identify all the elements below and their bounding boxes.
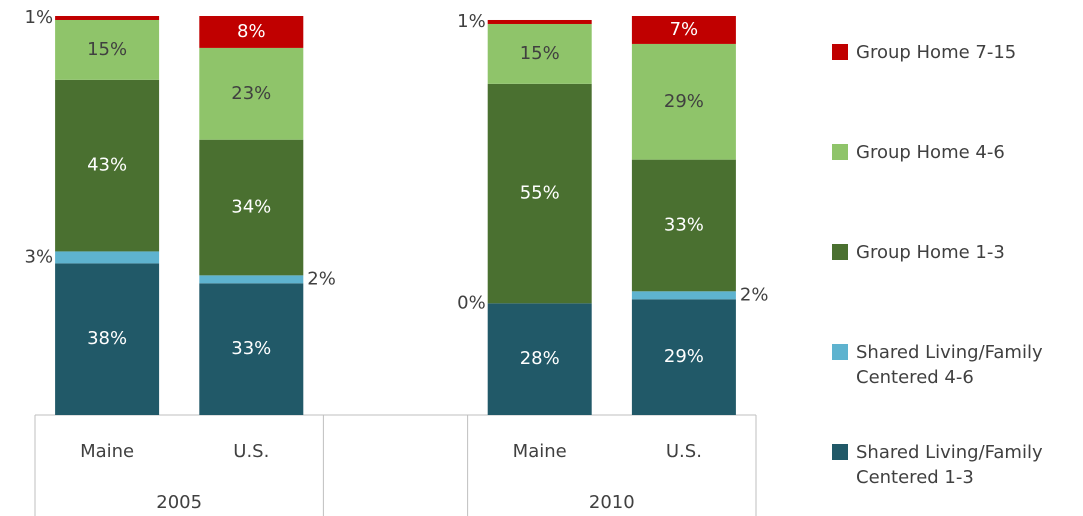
data-label: 15%: [87, 39, 127, 60]
legend-item: Group Home 7-15: [832, 40, 1081, 65]
legend-swatch: [832, 344, 848, 360]
legend-item: Shared Living/Family Centered 1-3: [832, 440, 1081, 490]
bar-segment: [631, 16, 736, 44]
bar-segment: [199, 275, 304, 284]
legend-label: Group Home 4-6: [856, 142, 1005, 163]
data-label: 7%: [670, 19, 699, 40]
bar-segment: [55, 263, 160, 415]
data-label: 3%: [25, 246, 54, 267]
data-label: 55%: [520, 183, 560, 204]
data-label: 0%: [457, 292, 486, 313]
data-label: 33%: [664, 214, 704, 235]
data-label: 1%: [25, 7, 54, 28]
data-label: 23%: [231, 83, 271, 104]
x-tick-label: U.S.: [666, 441, 702, 462]
data-label: 28%: [520, 348, 560, 369]
x-tick-label: U.S.: [233, 441, 269, 462]
x-tick-label: Maine: [80, 441, 134, 462]
bar-segment: [55, 79, 160, 252]
data-label: 1%: [457, 11, 486, 32]
legend-item: Group Home 1-3: [832, 240, 1081, 265]
data-label: 8%: [237, 21, 266, 42]
legend-label: Shared Living/Family Centered 4-6: [856, 342, 1043, 388]
bar-segment: [55, 16, 160, 20]
data-label: 15%: [520, 43, 560, 64]
group-label: 2010: [589, 492, 635, 513]
data-label: 29%: [664, 346, 704, 367]
bar-segment: [487, 83, 592, 304]
data-label: 43%: [87, 155, 127, 176]
data-label: 33%: [231, 338, 271, 359]
bar-segment: [487, 303, 592, 415]
bar-segment: [631, 299, 736, 415]
bar-segment: [631, 43, 736, 160]
legend-item: Shared Living/Family Centered 4-6: [832, 340, 1081, 390]
data-label: 29%: [664, 91, 704, 112]
legend-swatch: [832, 44, 848, 60]
bar-segment: [199, 16, 304, 48]
chart: 2005 2010 Maine 38% 3% 43% 15% 1% U.S. 33% 2% 34% 23…: [25, 7, 769, 516]
bar-segment: [199, 139, 304, 276]
bar-segment: [487, 19, 592, 24]
data-label: 2%: [740, 284, 769, 305]
legend-label: Shared Living/Family Centered 1-3: [856, 442, 1043, 488]
data-label: 38%: [87, 328, 127, 349]
data-label: 2%: [307, 268, 336, 289]
legend-swatch: [832, 244, 848, 260]
bar-segment: [487, 23, 592, 84]
bar-segment: [55, 19, 160, 80]
legend-label: Group Home 7-15: [856, 42, 1017, 63]
x-tick-label: Maine: [513, 441, 567, 462]
legend-label: Group Home 1-3: [856, 242, 1005, 263]
data-label: 34%: [231, 197, 271, 218]
group-label: 2005: [156, 492, 202, 513]
bar-segment: [199, 283, 304, 415]
bar-segment: [199, 47, 304, 140]
bar-segment: [631, 291, 736, 300]
bar-segment: [631, 159, 736, 292]
bar-segment: [55, 251, 160, 264]
legend-swatch: [832, 144, 848, 160]
legend-item: Group Home 4-6: [832, 140, 1081, 165]
legend-swatch: [832, 444, 848, 460]
